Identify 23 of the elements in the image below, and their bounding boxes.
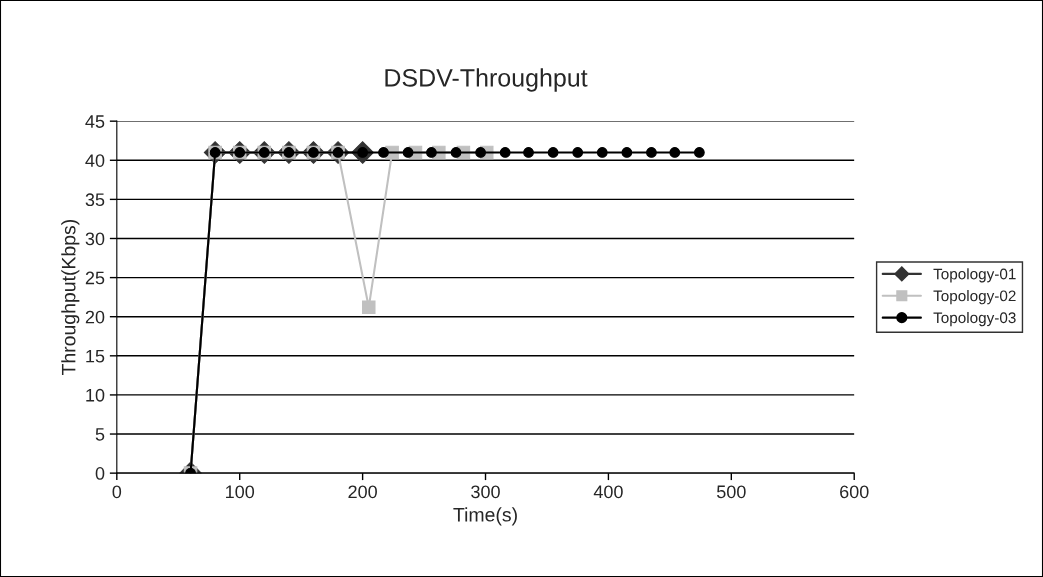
y-tick-label: 5	[95, 428, 105, 441]
x-tick-label: 200	[348, 485, 377, 499]
x-axis-title: Time(s)	[453, 507, 517, 526]
x-tick-label: 100	[226, 485, 255, 499]
y-tick-label: 25	[85, 271, 105, 285]
y-tick-label: 35	[85, 193, 105, 207]
chart-title: DSDV-Throughput	[385, 68, 588, 92]
y-tick-label: 40	[85, 154, 105, 167]
y-tick-label: 20	[85, 310, 105, 324]
x-tick-label: 500	[716, 485, 746, 499]
x-tick-label: 600	[840, 485, 869, 499]
y-tick-label: 45	[85, 115, 105, 128]
y-axis-title: Throughput(Kbps)	[61, 219, 80, 376]
y-tick-label: 10	[86, 388, 105, 402]
y-tick-label: 15	[86, 349, 105, 363]
x-tick-label: 0	[112, 485, 122, 499]
legend-label: Topology-02	[933, 290, 1016, 305]
legend-label: Topology-03	[933, 311, 1016, 327]
y-tick-label: 30	[85, 232, 105, 246]
x-tick-label: 300	[471, 485, 500, 499]
y-tick-label: 0	[95, 467, 105, 480]
legend-label: Topology-01	[933, 268, 1016, 283]
x-tick-label: 400	[593, 485, 623, 499]
